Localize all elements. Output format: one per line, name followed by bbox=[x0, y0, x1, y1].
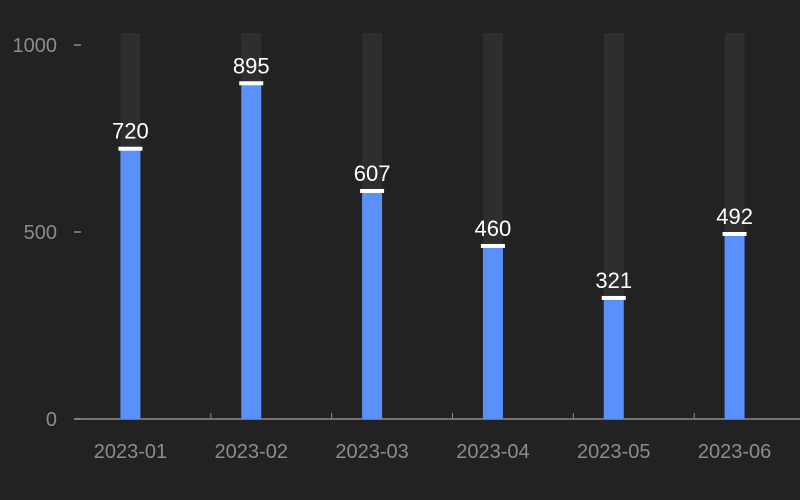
data-label: 607 bbox=[354, 161, 391, 186]
bar-cap bbox=[118, 146, 143, 151]
x-tick-label: 2023-02 bbox=[215, 441, 288, 463]
bar[interactable] bbox=[362, 191, 383, 419]
bar-cap bbox=[239, 81, 264, 86]
bar-cap bbox=[480, 243, 505, 248]
x-tick-label: 2023-01 bbox=[94, 441, 167, 463]
x-tick-label: 2023-03 bbox=[335, 441, 408, 463]
bar-tracks bbox=[120, 33, 745, 419]
bars bbox=[118, 81, 747, 420]
data-label: 720 bbox=[112, 119, 149, 144]
bar[interactable] bbox=[603, 298, 624, 419]
y-tick-label: 0 bbox=[46, 409, 57, 431]
data-label: 321 bbox=[595, 268, 632, 293]
bar-cap bbox=[722, 231, 747, 236]
data-labels: 720 895 607 460 321 492 bbox=[112, 53, 753, 293]
data-label: 895 bbox=[233, 53, 270, 78]
data-label: 492 bbox=[716, 204, 753, 229]
y-tick-label: 1000 bbox=[13, 35, 58, 57]
bar[interactable] bbox=[482, 246, 503, 419]
bar[interactable] bbox=[120, 149, 141, 419]
y-axis: 0 500 1000 bbox=[13, 35, 81, 431]
bar-cap bbox=[601, 295, 626, 300]
x-tick-label: 2023-06 bbox=[698, 441, 771, 463]
bar-cap bbox=[360, 188, 385, 193]
bar[interactable] bbox=[724, 234, 745, 419]
bar[interactable] bbox=[241, 84, 262, 420]
x-axis: 2023-01 2023-02 2023-03 2023-04 2023-05 2023-… bbox=[75, 413, 800, 463]
x-tick-label: 2023-04 bbox=[456, 441, 529, 463]
y-tick-label: 500 bbox=[24, 222, 57, 244]
data-label: 460 bbox=[475, 216, 512, 241]
x-tick-label: 2023-05 bbox=[577, 441, 650, 463]
